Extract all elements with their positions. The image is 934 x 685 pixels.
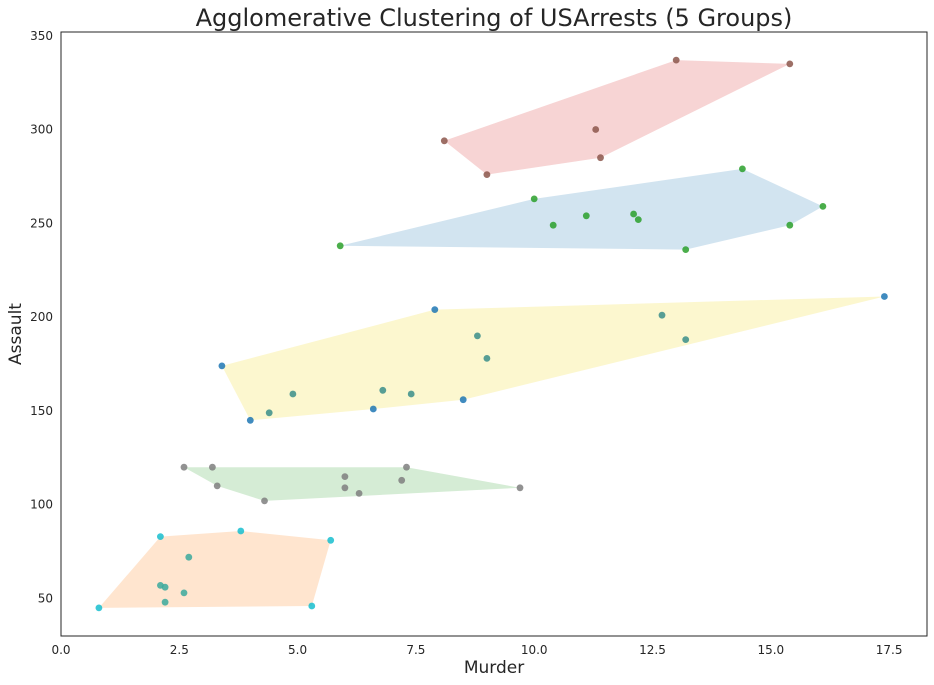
data-point <box>289 390 297 398</box>
x-tick-label: 0.0 <box>51 643 70 657</box>
x-tick-label: 2.5 <box>170 643 189 657</box>
data-point <box>161 583 169 591</box>
data-point <box>403 463 410 471</box>
data-point <box>474 332 481 340</box>
y-tick-label: 100 <box>30 498 53 512</box>
y-axis-ticks: 50 100 150 200 250 300 350 <box>30 29 53 606</box>
x-tick-label: 15.0 <box>757 643 784 657</box>
data-point <box>682 246 690 254</box>
data-point <box>341 473 349 480</box>
x-tick-label: 5.0 <box>288 643 307 657</box>
y-tick-label: 300 <box>30 123 53 137</box>
plot-frame <box>60 31 928 637</box>
cluster-hull-4 <box>184 467 520 501</box>
data-point <box>180 589 188 597</box>
data-point <box>218 362 226 370</box>
data-point <box>180 463 188 471</box>
data-point <box>157 533 164 540</box>
x-axis-ticks: 0.0 2.5 5.0 7.5 10.0 12.5 15.0 17.5 <box>51 643 902 657</box>
data-point <box>672 56 680 64</box>
cluster-hull-3 <box>221 296 885 421</box>
data-point <box>440 137 448 145</box>
data-point <box>682 336 690 343</box>
data-point <box>327 536 335 544</box>
data-point <box>336 242 344 250</box>
data-point <box>658 311 666 319</box>
y-tick-label: 150 <box>30 404 53 418</box>
data-point <box>739 165 746 173</box>
y-tick-label: 250 <box>30 216 53 230</box>
data-point <box>582 212 590 220</box>
data-point <box>185 553 193 561</box>
data-point <box>407 390 415 398</box>
cluster-hull-1 <box>444 60 790 175</box>
data-point <box>355 490 363 497</box>
data-point <box>246 416 254 424</box>
data-point <box>483 171 491 179</box>
data-point <box>398 476 406 484</box>
cluster-hull-5 <box>98 531 331 608</box>
data-point <box>630 210 637 218</box>
data-point <box>786 60 794 68</box>
chart-title: Agglomerative Clustering of USArrests (5… <box>196 4 793 32</box>
data-point <box>265 409 273 417</box>
y-tick-label: 50 <box>38 592 53 606</box>
data-point <box>634 216 642 224</box>
data-point <box>213 482 221 490</box>
data-points <box>95 56 888 612</box>
data-point <box>237 527 245 535</box>
data-point <box>341 484 349 492</box>
data-point <box>483 355 491 362</box>
data-point <box>161 598 169 606</box>
data-point <box>516 484 524 492</box>
x-tick-label: 10.0 <box>521 643 548 657</box>
x-tick-label: 17.5 <box>876 643 903 657</box>
data-point <box>261 497 268 505</box>
data-point <box>369 405 377 413</box>
data-point <box>95 604 103 612</box>
data-point <box>530 195 538 203</box>
cluster-hull-2 <box>340 168 823 250</box>
data-point <box>308 602 316 610</box>
data-point <box>549 221 557 229</box>
data-point <box>881 293 888 300</box>
x-axis-label: Murder <box>464 658 524 678</box>
data-point <box>459 396 467 404</box>
y-tick-label: 350 <box>30 29 53 43</box>
x-tick-label: 7.5 <box>406 643 425 657</box>
data-point <box>597 154 604 162</box>
y-axis-label: Assault <box>6 303 26 365</box>
data-point <box>592 126 600 133</box>
y-tick-label: 200 <box>30 310 53 324</box>
data-point <box>431 306 439 313</box>
data-point <box>379 386 387 394</box>
data-point <box>819 203 827 210</box>
data-point <box>209 463 216 471</box>
x-tick-label: 12.5 <box>639 643 666 657</box>
cluster-hulls <box>98 60 885 608</box>
data-point <box>786 221 794 229</box>
